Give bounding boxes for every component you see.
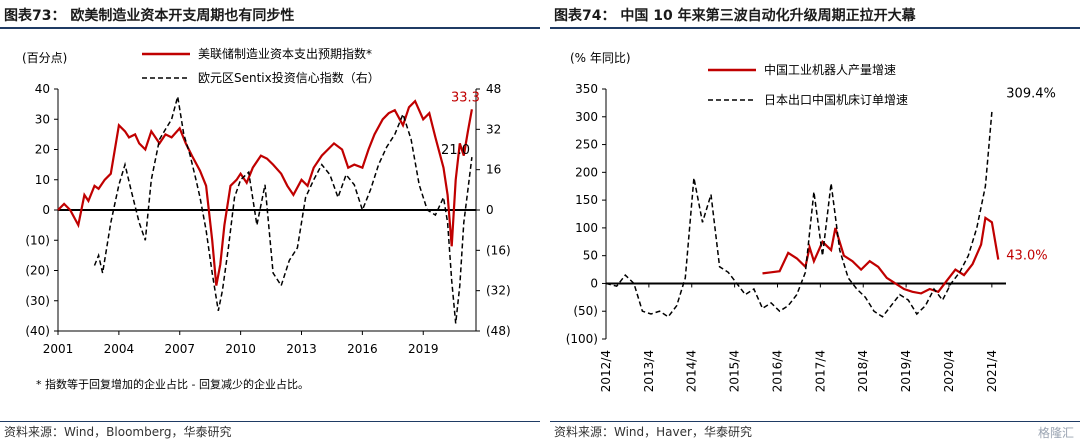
x-tick-label: 2013 [286, 342, 317, 356]
x-tick-label: 2018/4 [856, 350, 870, 392]
end-value-label: 21.0 [441, 143, 470, 158]
y-tick-label: (30) [25, 294, 50, 308]
chart-panel-automation: 图表74： 中国 10 年来第三波自动化升级周期正拉开大幕 (% 年同比) 350… [550, 0, 1080, 448]
y-tick-label: 32 [486, 122, 501, 136]
y-tick-label: (10) [25, 233, 50, 247]
capex-chart-svg: (百分点)403020100(10)(20)(30)(40)4832160(16… [22, 46, 511, 391]
y-tick-label: 20 [35, 143, 50, 157]
y-axis-unit: (% 年同比) [570, 51, 631, 65]
title-bar: 图表74： 中国 10 年来第三波自动化升级周期正拉开大幕 [550, 0, 1080, 29]
x-tick-label: 2013/4 [642, 350, 656, 392]
y-tick-label: 50 [583, 249, 598, 263]
chart-panel-capex: 图表73： 欧美制造业资本开支周期也有同步性 (百分点) 40 30 20 10 0 (10… [0, 0, 540, 439]
automation-chart-svg: (% 年同比)350300250200150100500(50)(100)201… [566, 51, 1056, 392]
y-tick-label: 0 [42, 203, 50, 217]
y-tick-label: (16) [486, 243, 511, 257]
y-tick-label: (100) [566, 332, 598, 346]
end-value-label: 43.0% [1006, 249, 1047, 264]
x-tick-label: 2020/4 [942, 350, 956, 392]
y-tick-label: 0 [590, 276, 598, 290]
x-tick-label: 2019/4 [899, 350, 913, 392]
x-tick-label: 2015/4 [728, 350, 742, 392]
x-tick-label: 2004 [104, 342, 135, 356]
watermark-logo: 格隆汇 [1037, 426, 1074, 440]
legend-label: 日本出口中国机床订单增速 [764, 92, 908, 107]
y-tick-label: 16 [486, 163, 501, 177]
legend-label: 美联储制造业资本支出预期指数* [198, 46, 372, 61]
x-tick-label: 2017/4 [813, 350, 827, 392]
end-value-label: 33.3 [451, 90, 480, 105]
y-tick-label: 30 [35, 112, 50, 126]
y-tick-label: 200 [575, 165, 598, 179]
footnote: * 指数等于回复增加的企业占比 - 回复减少的企业占比。 [36, 377, 309, 391]
y-tick-label: 0 [486, 203, 494, 217]
y-tick-label: 350 [575, 82, 598, 96]
series-line-capex [57, 99, 473, 286]
x-tick-label: 2021/4 [985, 350, 999, 392]
legend-label: 欧元区Sentix投资信心指数（右） [198, 70, 380, 85]
x-tick-label: 2014/4 [685, 350, 699, 392]
y-tick-label: 300 [575, 110, 598, 124]
y-tick-label: 100 [575, 221, 598, 235]
series-line-robot-output [762, 216, 1000, 295]
series-line-sentix [93, 96, 473, 324]
chart-title: 图表74： 中国 10 年来第三波自动化升级周期正拉开大幕 [554, 8, 916, 24]
y-tick-label: 48 [486, 82, 501, 96]
y-tick-label: (40) [25, 324, 50, 338]
chart-title: 图表73： 欧美制造业资本开支周期也有同步性 [4, 8, 295, 24]
x-tick-label: 2016/4 [770, 350, 784, 392]
y-tick-label: (48) [486, 324, 511, 338]
series-line-machine-tool-orders [605, 111, 993, 318]
source-note: 资料来源：Wind，Bloomberg，华泰研究 [4, 425, 232, 439]
x-tick-label: 2016 [347, 342, 378, 356]
source-divider [0, 421, 540, 422]
y-tick-label: 10 [35, 173, 50, 187]
y-tick-label: 40 [35, 82, 50, 96]
source-divider [550, 421, 1080, 422]
x-tick-label: 2010 [225, 342, 256, 356]
end-value-label: 309.4% [1006, 87, 1056, 102]
x-tick-label: 2019 [408, 342, 439, 356]
x-tick-label: 2007 [164, 342, 195, 356]
y-tick-label: (32) [486, 284, 511, 298]
legend-label: 中国工业机器人产量增速 [764, 62, 896, 77]
x-tick-label: 2012/4 [599, 350, 613, 392]
x-tick-label: 2001 [43, 342, 74, 356]
source-note: 资料来源：Wind，Haver，华泰研究 [554, 425, 752, 439]
y-axis-unit: (百分点) [22, 51, 67, 65]
title-bar: 图表73： 欧美制造业资本开支周期也有同步性 [0, 0, 540, 29]
y-tick-label: (50) [573, 304, 598, 318]
y-tick-label: (20) [25, 264, 50, 278]
y-tick-label: 250 [575, 138, 598, 152]
y-tick-label: 150 [575, 193, 598, 207]
